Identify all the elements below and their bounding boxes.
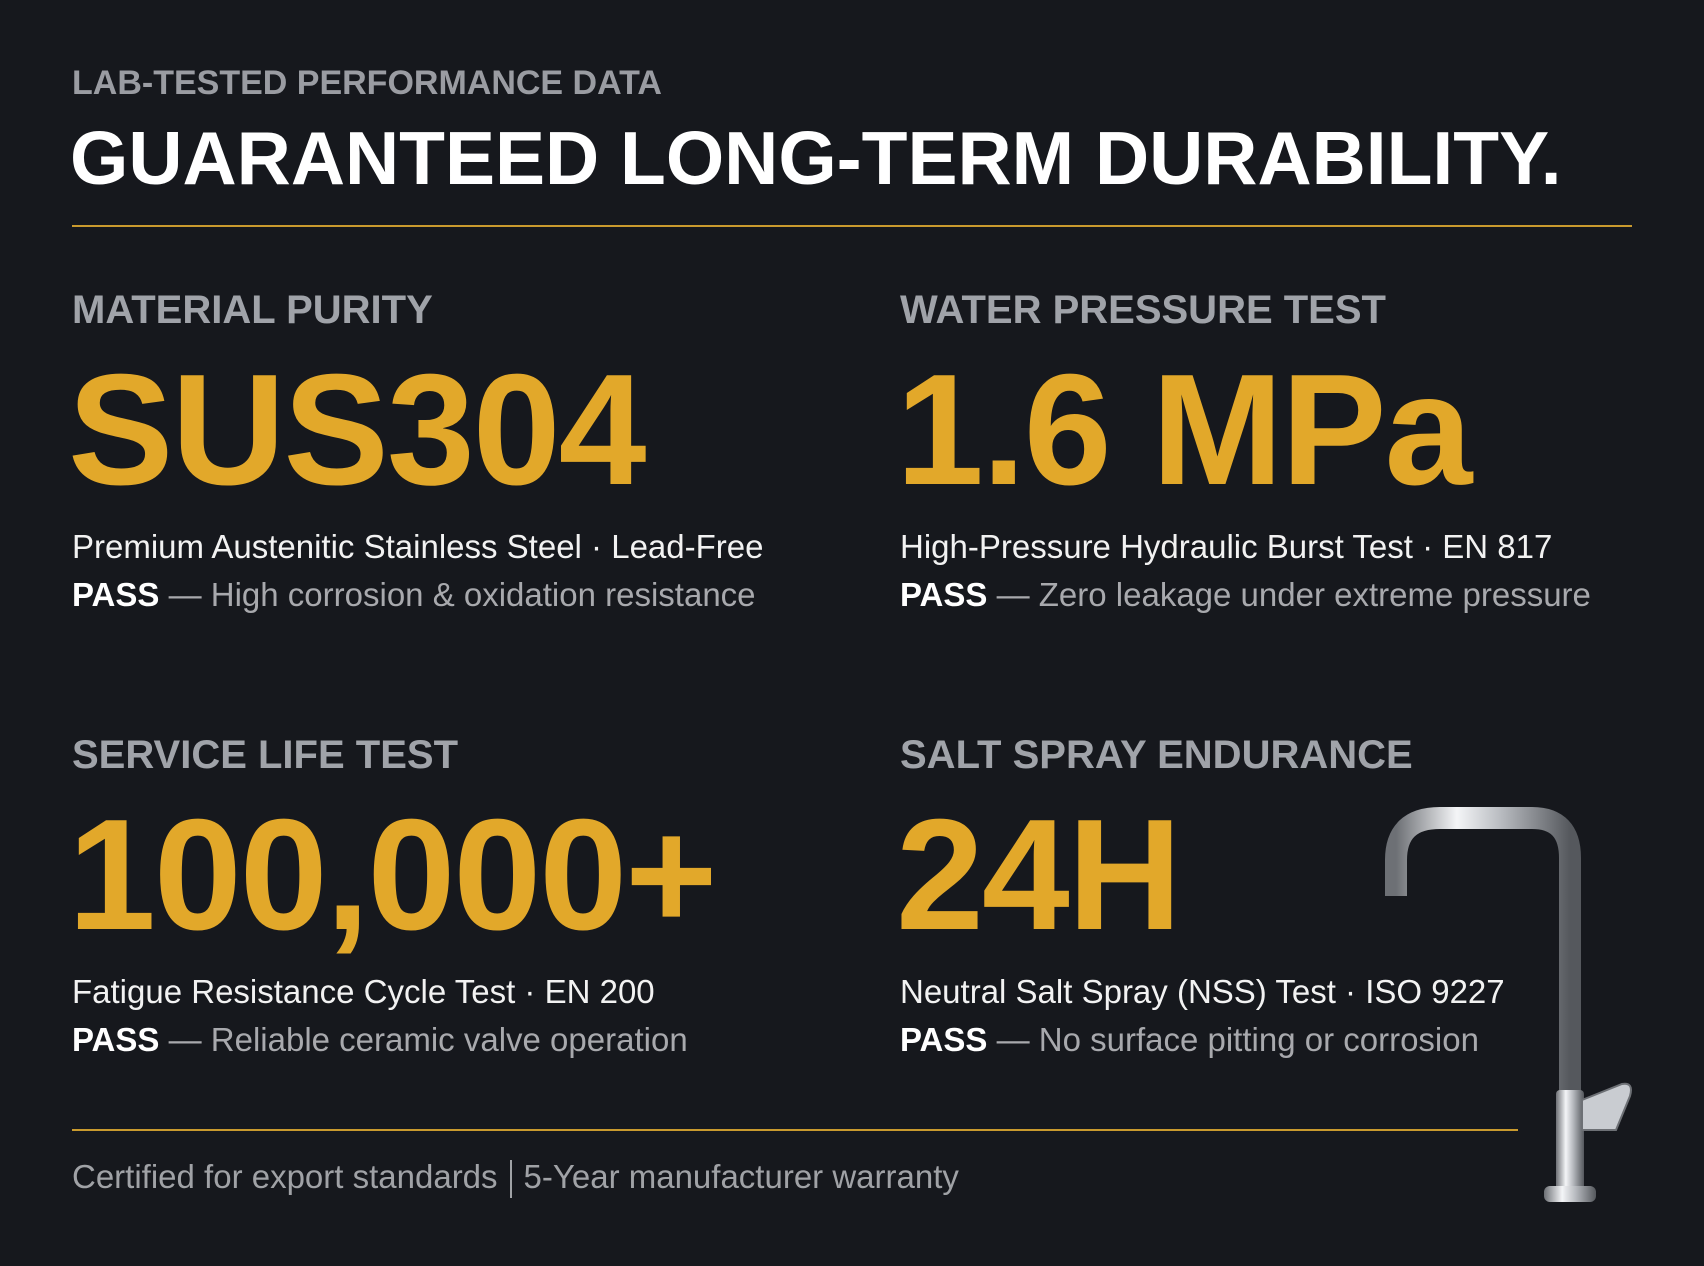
result-line: PASS — No surface pitting or corrosion [900,1021,1479,1059]
result: PASS [72,1021,160,1058]
result-line: PASS — Reliable ceramic valve operation [72,1021,688,1059]
footer-text: 5-Year manufacturer warranty [523,1158,959,1195]
faucet-image [1385,807,1632,1202]
result-line: PASS — High corrosion & oxidation resist… [72,576,756,614]
result: PASS [900,576,988,613]
separator [509,1160,512,1199]
result: PASS [72,576,160,613]
result: PASS [900,1021,988,1058]
metric-label: WATER PRESSURE TEST [900,288,1386,332]
metric-value: 100,000+ [68,787,717,963]
result-note: — Reliable ceramic valve operation [168,1021,688,1058]
result-note: — High corrosion & oxidation resistance [168,576,756,613]
result-note: — No surface pitting or corrosion [996,1021,1479,1058]
eyebrow: LAB-TESTED PERFORMANCE DATA [72,64,662,102]
metric-description: High-Pressure Hydraulic Burst Test · EN … [900,528,1553,565]
metric-value: 1.6 MPa [896,342,1472,518]
metric-label: SERVICE LIFE TEST [72,733,458,777]
metric-description: Premium Austenitic Stainless Steel · Lea… [72,528,764,565]
metric-value: SUS304 [68,342,646,518]
divider [72,225,1632,227]
result-line: PASS — Zero leakage under extreme pressu… [900,576,1591,614]
title: GUARANTEED LONG-TERM DURABILITY. [70,116,1562,200]
footer-text: Certified for export standards [72,1158,498,1195]
metric-description: Fatigue Resistance Cycle Test · EN 200 [72,973,655,1010]
footer: Certified for export standards 5-Year man… [72,1158,959,1199]
metric-description: Neutral Salt Spray (NSS) Test · ISO 9227 [900,973,1505,1010]
metric-label: SALT SPRAY ENDURANCE [900,733,1413,777]
result-note: — Zero leakage under extreme pressure [996,576,1591,613]
metric-value: 24H [896,787,1182,963]
divider [72,1129,1518,1131]
metric-label: MATERIAL PURITY [72,288,433,332]
